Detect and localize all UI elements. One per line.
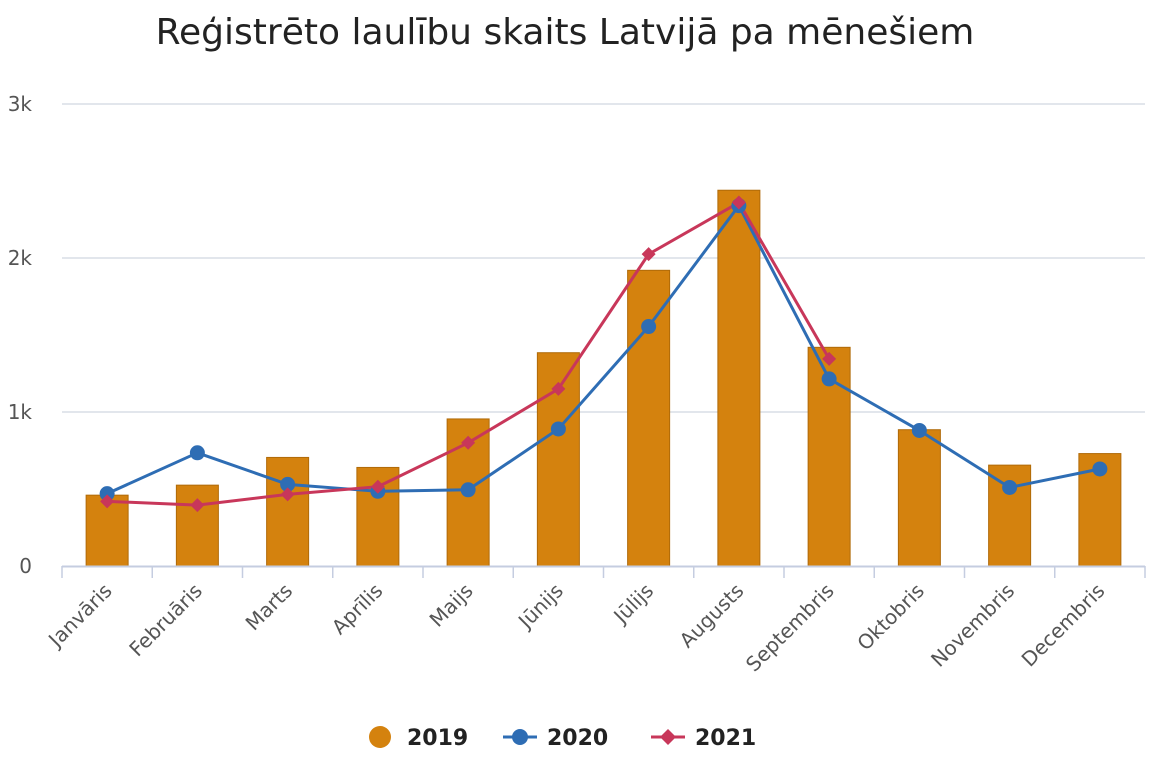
x-tick-label: Maijs: [425, 579, 478, 632]
point-2021: [100, 494, 115, 509]
point-2021: [731, 195, 746, 210]
grid-lines: [62, 103, 1145, 413]
point-2020: [821, 371, 837, 387]
point-2020: [641, 319, 657, 335]
legend-label: 2020: [547, 726, 608, 751]
point-2021: [551, 381, 566, 396]
series-markers: [99, 195, 1108, 513]
bar-2019: [897, 429, 941, 567]
legend-symbol: [660, 729, 676, 745]
x-tick-label: Decembris: [1017, 579, 1110, 672]
bar-2019: [627, 269, 671, 567]
x-tick-label: Marts: [241, 579, 298, 636]
legend-item-2020: 2020: [503, 726, 608, 751]
y-axis-ticks: 0 1k 2k 3k: [8, 92, 33, 578]
x-tick-label: Oktobris: [852, 579, 929, 656]
y-tick-label: 3k: [8, 92, 33, 116]
x-tick-label: Februāris: [124, 579, 207, 662]
line-2020: [106, 204, 1101, 495]
x-tick-label: Septembris: [741, 579, 839, 677]
legend-label: 2019: [407, 726, 468, 751]
x-tick-label: Janvāris: [42, 579, 116, 653]
point-2020: [1092, 461, 1108, 477]
y-tick-label: 1k: [8, 400, 33, 424]
x-tick-label: Aprīlis: [327, 579, 388, 640]
point-2020: [911, 422, 927, 438]
x-tick-label: Jūnijs: [512, 579, 568, 635]
x-tick-label: Jūlijs: [607, 579, 658, 630]
bar-2019: [266, 456, 310, 567]
legend-item-2019: 2019: [369, 726, 468, 751]
x-tick-label: Augusts: [675, 579, 749, 653]
point-2020: [99, 486, 115, 502]
legend: 2019 2020 2021: [369, 726, 756, 751]
legend-symbol: [512, 729, 528, 745]
point-2021: [190, 498, 205, 513]
point-2020: [1002, 479, 1018, 495]
point-2021: [641, 247, 656, 262]
point-2020: [460, 482, 476, 498]
line-series: [106, 201, 1101, 507]
point-2020: [550, 421, 566, 437]
legend-label: 2021: [695, 726, 756, 751]
point-2020: [189, 445, 205, 461]
bar-2019: [175, 484, 219, 567]
x-axis-ticks: Janvāris Februāris Marts Aprīlis Maijs Jūnijs…: [42, 579, 1109, 677]
point-2021: [461, 435, 476, 450]
bar-2019: [717, 189, 761, 567]
point-2020: [280, 476, 296, 492]
point-2021: [370, 479, 385, 494]
point-2021: [822, 351, 837, 366]
point-2021: [280, 487, 295, 502]
y-tick-label: 0: [19, 554, 32, 578]
chart-title: Reģistrēto laulību skaits Latvijā pa mēn…: [155, 12, 975, 53]
legend-symbol: [369, 726, 391, 748]
x-tick-label: Novembris: [926, 579, 1019, 672]
legend-item-2021: 2021: [651, 726, 756, 751]
x-axis: [61, 565, 1146, 578]
y-tick-label: 2k: [8, 246, 33, 270]
